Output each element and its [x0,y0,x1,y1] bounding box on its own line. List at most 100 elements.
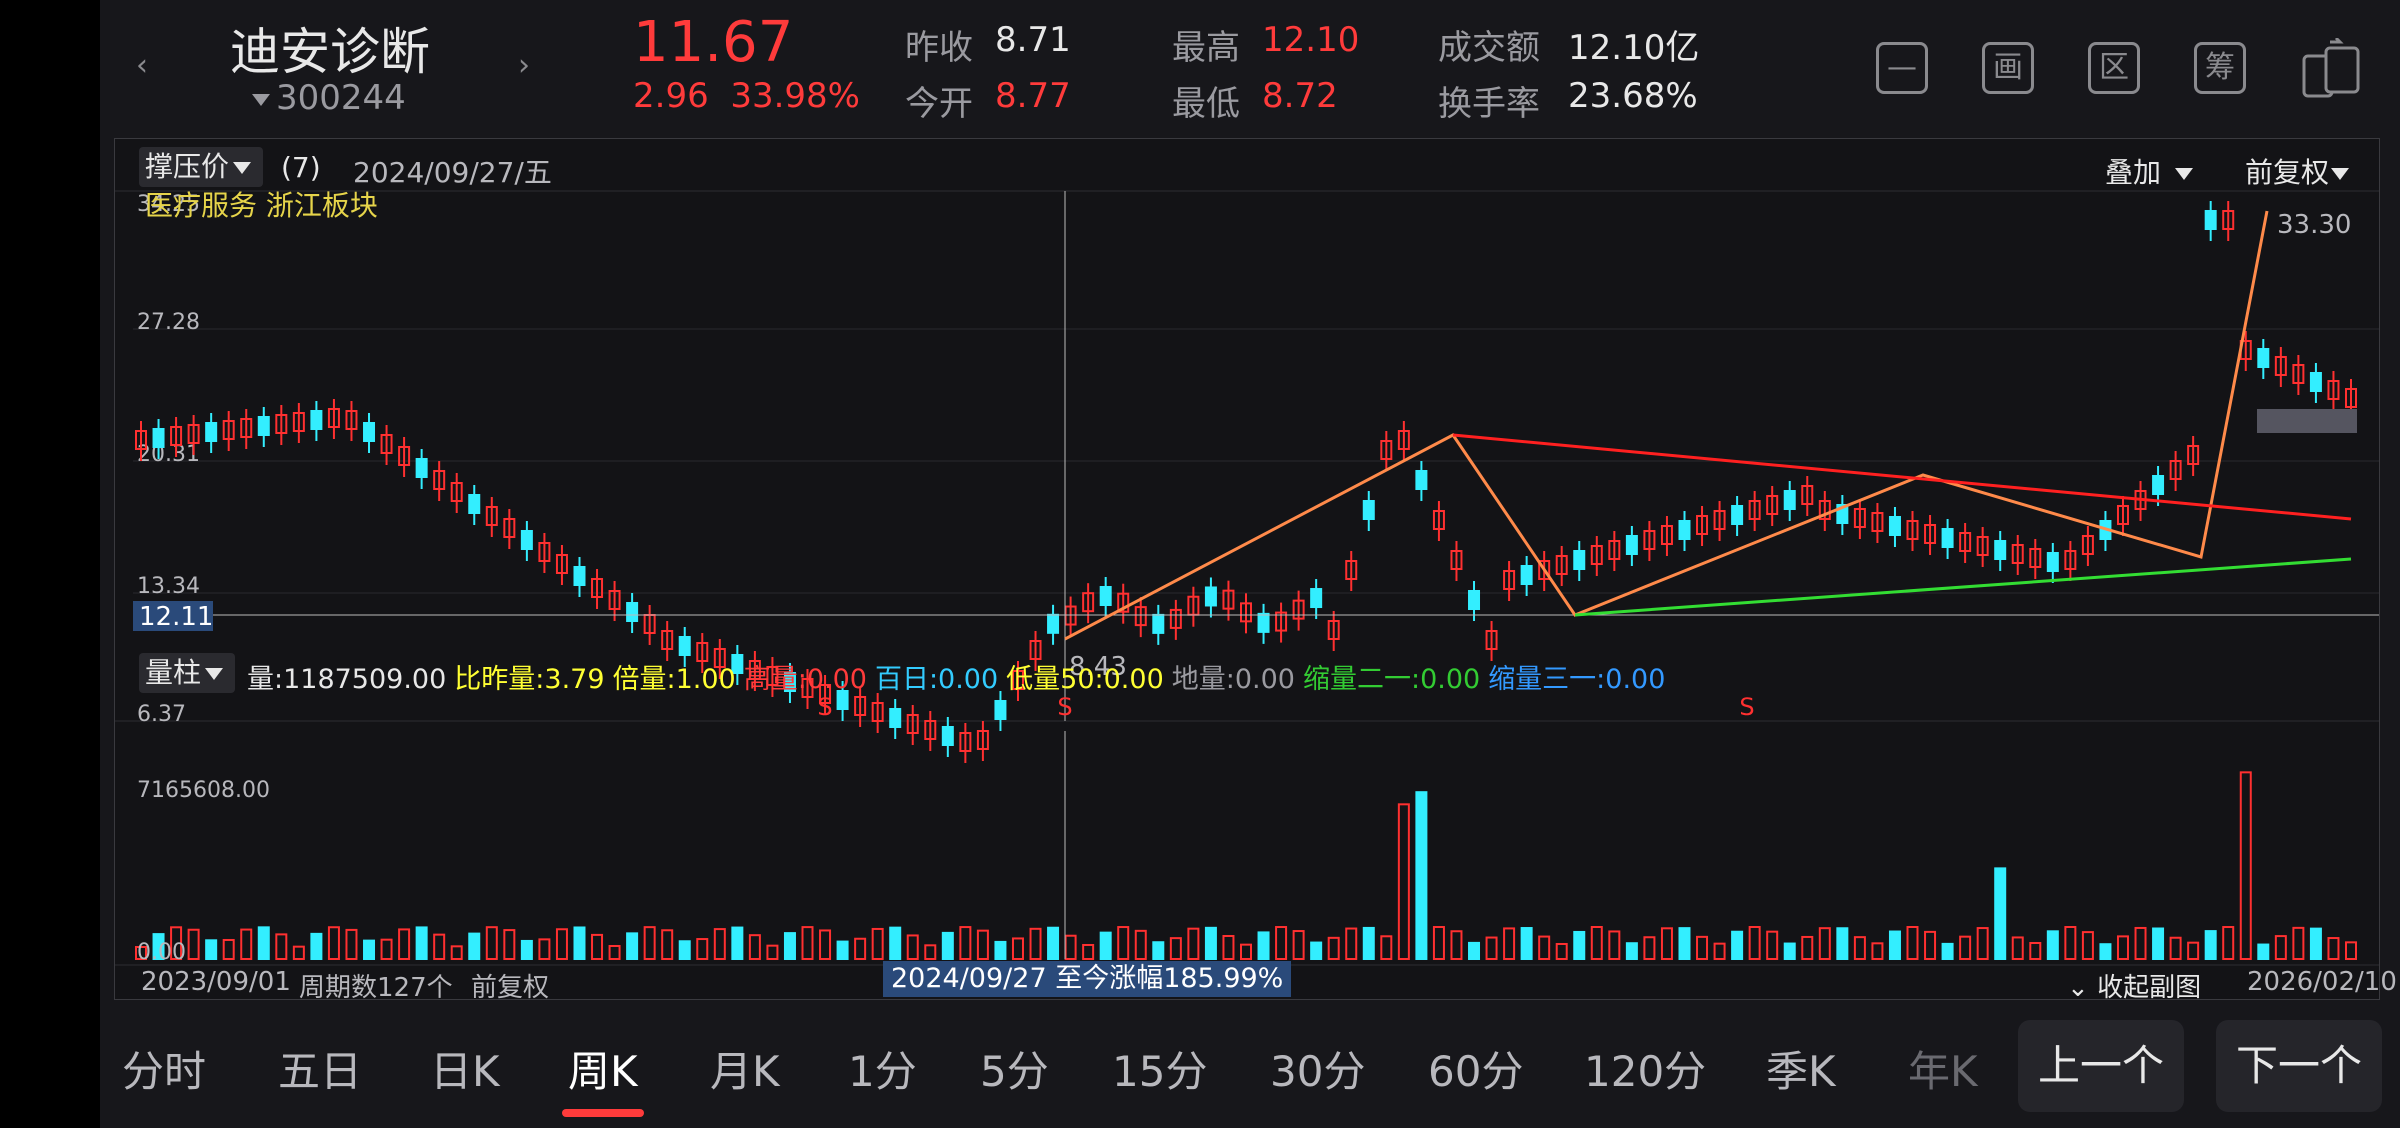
candle-body [2029,548,2042,568]
next-stock-button[interactable]: 下一个 [2216,1020,2382,1112]
volume-bar [573,926,586,961]
next-stock-arrow-icon[interactable]: › [518,48,530,83]
tab-period[interactable]: 分时 [122,1047,207,1096]
tab-period[interactable]: 60分 [1428,1047,1524,1096]
switch-device-icon[interactable] [2300,36,2362,104]
tab-period[interactable]: 年K [1908,1047,1978,1096]
volume-bar [135,946,147,960]
volume-bar [1888,930,1901,961]
chevron-down-icon [233,162,252,174]
chip-icon[interactable]: 筹 [2194,42,2246,94]
support-line [1574,557,2352,617]
volume-stats: 量:1187509.00 比昨量:3.79 倍量:1.00 高量:0.00 百日:0.0… [247,657,1673,696]
collapse-subchart-button[interactable]: ⌄ 收起副图 [2067,973,2202,1003]
candle-body [2011,544,2024,564]
volume-bar [1783,942,1796,961]
tab-period[interactable]: 月K [710,1047,780,1096]
candle-body [1678,520,1691,540]
candle-body [1222,589,1235,610]
volume-bar [2222,926,2235,960]
candle-body [924,720,937,740]
candle-body [415,458,428,478]
volume-bar [1257,931,1270,960]
volume-stat: 地量:0.00 [1171,664,1295,695]
indicator-selector[interactable]: 撑压价 [139,147,264,187]
volume-bar [257,926,270,961]
overlay-selector[interactable]: 叠加 [2105,151,2199,191]
candle-body [2064,550,2077,570]
tab-period[interactable]: 120分 [1584,1047,1707,1096]
volume-bar [591,933,604,960]
candle-body [2046,552,2059,572]
candle-body [1818,500,1831,520]
volume-bar [363,939,376,961]
volume-bar [1134,929,1147,960]
draw-icon[interactable]: 画 [1982,42,2034,94]
stock-code[interactable]: 300244 [252,78,406,118]
stock-name[interactable]: 迪安诊断 [230,23,430,81]
volume-bar [1047,926,1060,960]
volume-type-selector[interactable]: 量柱 [139,653,236,693]
prev-stock-arrow-icon[interactable]: ‹ [136,48,148,83]
candle-body [1590,545,1603,565]
candle-body [1310,588,1323,609]
volume-bar [2046,930,2059,960]
volume-bar [433,933,446,961]
candle-body [573,566,586,586]
chevron-down-icon [2175,168,2194,180]
volume-bar [661,929,674,961]
tab-period[interactable]: 15分 [1112,1047,1208,1096]
prev-close-label: 昨收 [905,28,973,68]
candle-body [503,518,516,538]
volume-bar [2187,941,2200,960]
volume-bar [1362,926,1375,960]
candle-body [1994,540,2007,560]
candle-body [1257,612,1270,633]
prev-close-value: 8.71 [995,20,1071,60]
candle-body [1608,540,1621,560]
candle-body [1011,670,1024,690]
volume-bar [1853,936,1866,960]
volume-bar [2116,935,2129,961]
price-change: 2.96 33.98% [633,76,860,116]
candle-body [205,422,218,442]
candle-body [959,732,972,752]
candle-body [1625,535,1638,555]
candle-body [2081,535,2094,555]
tab-period[interactable]: 五日 [278,1047,363,1096]
tab-period[interactable]: 5分 [980,1047,1049,1096]
trend-arrows [1064,210,2269,641]
volume-bar [2345,941,2357,961]
turnover-value: 23.68% [1568,76,1698,116]
minus-icon[interactable]: — [1876,42,1928,94]
range-icon[interactable]: 区 [2088,42,2140,94]
volume-bar [783,932,796,960]
adjust-selector[interactable]: 前复权 [2245,151,2355,191]
s-signal-marker: S [1057,693,1072,721]
candle-body [1099,586,1112,607]
volume-bar [994,940,1007,961]
candle-body [433,470,446,490]
candle-body [783,672,796,692]
tab-period[interactable]: 季K [1766,1047,1836,1096]
tab-period[interactable]: 周K [562,1038,644,1117]
volume-bar [1766,930,1779,960]
volume-bar [2152,927,2165,961]
candle-body [275,414,288,434]
candle-body [626,602,639,622]
volume-bar [2064,926,2077,960]
volume-bar [924,944,937,960]
volume-bar [1485,936,1498,960]
candle-body [1029,640,1042,660]
prev-stock-button[interactable]: 上一个 [2018,1020,2184,1112]
candle-body [1976,536,1989,556]
tab-period[interactable]: 30分 [1270,1047,1366,1096]
candle-body [1397,430,1410,450]
tab-period[interactable]: 日K [430,1047,500,1096]
tab-period[interactable]: 1分 [848,1047,917,1096]
y-axis-label: 20.31 [137,442,200,467]
candle-body [2187,445,2200,465]
candle-body [1520,565,1533,585]
active-tab-indicator [562,1109,644,1117]
